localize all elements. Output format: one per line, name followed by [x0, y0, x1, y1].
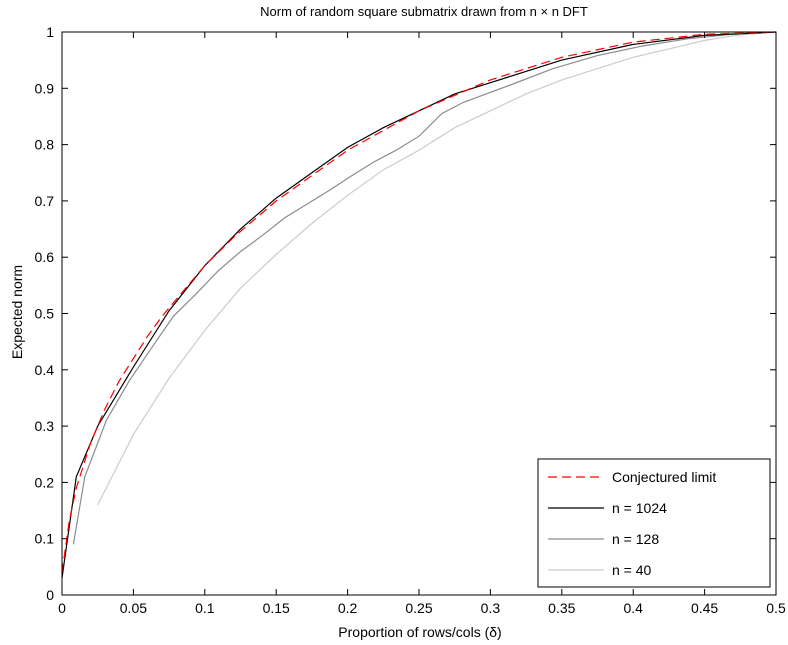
x-tick-label: 0.15: [263, 600, 290, 616]
x-tick-label: 0.3: [481, 600, 501, 616]
legend-label: n = 40: [612, 562, 652, 578]
x-tick-label: 0: [58, 600, 66, 616]
x-tick-label: 0.45: [691, 600, 718, 616]
series-line-2: [72, 31, 777, 545]
y-tick-label: 0.5: [35, 306, 55, 322]
y-tick-label: 0: [46, 587, 54, 603]
y-tick-label: 0.9: [35, 80, 55, 96]
y-tick-label: 0.8: [35, 137, 55, 153]
x-tick-label: 0.1: [195, 600, 215, 616]
x-tick-label: 0.05: [120, 600, 147, 616]
legend-box: [537, 458, 771, 588]
chart-title: Norm of random square submatrix drawn fr…: [260, 4, 588, 19]
legend-label: Conjectured limit: [612, 469, 716, 485]
series-line-0: [61, 31, 777, 573]
series-line-1: [61, 31, 777, 579]
legend-label: n = 128: [612, 531, 659, 547]
x-axis-label: Proportion of rows/cols (δ): [338, 624, 501, 640]
y-tick-label: 0.7: [35, 193, 55, 209]
y-axis-label: Expected norm: [9, 265, 25, 359]
x-tick-label: 0.35: [548, 600, 575, 616]
y-tick-label: 1: [46, 24, 54, 40]
y-tick-label: 0.3: [35, 418, 55, 434]
y-tick-label: 0.6: [35, 249, 55, 265]
legend-label: n = 1024: [612, 500, 667, 516]
y-tick-label: 0.2: [35, 474, 55, 490]
x-tick-label: 0.25: [405, 600, 432, 616]
x-tick-label: 0.2: [338, 600, 358, 616]
y-tick-label: 0.1: [35, 531, 55, 547]
x-tick-label: 0.4: [623, 600, 643, 616]
series-line-3: [97, 31, 777, 506]
y-tick-label: 0.4: [35, 362, 55, 378]
x-tick-label: 0.5: [766, 600, 786, 616]
